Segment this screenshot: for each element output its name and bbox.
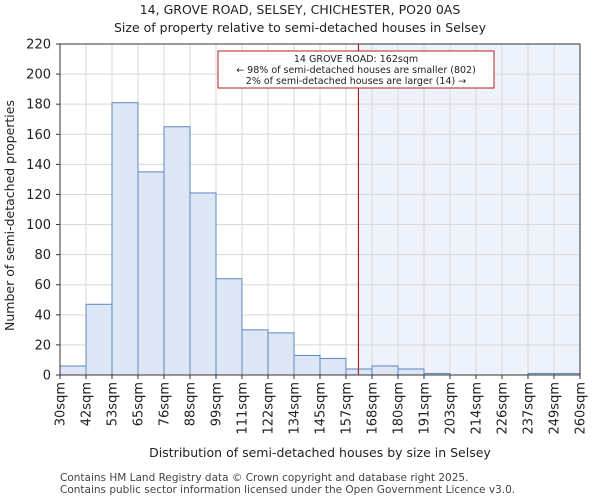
x-tick-label: 88sqm (184, 382, 199, 426)
x-tick-label: 134sqm (288, 382, 303, 435)
x-tick-label: 42sqm (80, 382, 95, 426)
y-tick-label: 120 (26, 188, 51, 203)
chart-title: 14, GROVE ROAD, SELSEY, CHICHESTER, PO20… (139, 2, 461, 17)
x-tick-label: 214sqm (470, 382, 485, 435)
histogram-bar (111, 102, 139, 376)
histogram-bar (267, 332, 295, 376)
histogram-bar (163, 126, 191, 376)
x-tick-label: 237sqm (522, 382, 537, 435)
x-tick-label: 260sqm (574, 382, 589, 435)
y-tick-label: 140 (26, 158, 51, 173)
histogram-bar (85, 303, 113, 376)
y-tick-label: 40 (34, 308, 51, 323)
histogram-bar (59, 365, 87, 376)
y-axis-label: Number of semi-detached properties (2, 100, 17, 331)
histogram-bar (319, 357, 347, 376)
y-tick-label: 60 (34, 278, 51, 293)
footer-line-1: Contains HM Land Registry data © Crown c… (60, 472, 469, 484)
x-tick-label: 168sqm (366, 382, 381, 435)
x-tick-label: 30sqm (54, 382, 69, 426)
y-tick-label: 220 (26, 38, 51, 53)
histogram-bar (137, 171, 165, 376)
x-tick-label: 65sqm (132, 382, 147, 426)
annotation-box (217, 50, 495, 89)
y-tick-label: 80 (34, 248, 51, 263)
x-tick-label: 145sqm (314, 382, 329, 435)
chart-subtitle: Size of property relative to semi-detach… (114, 20, 486, 35)
x-tick-label: 191sqm (418, 382, 433, 435)
y-tick-label: 200 (26, 68, 51, 83)
x-tick-label: 122sqm (262, 382, 277, 435)
annotation-line-1: 14 GROVE ROAD: 162sqm (294, 54, 418, 65)
x-tick-label: 111sqm (236, 382, 251, 435)
x-tick-label: 203sqm (444, 382, 459, 435)
histogram-bar (397, 368, 425, 376)
x-tick-label: 76sqm (158, 382, 173, 426)
y-tick-label: 20 (34, 338, 51, 353)
histogram-bar (215, 278, 243, 376)
annotation-line-2: ← 98% of semi-detached houses are smalle… (236, 65, 476, 76)
x-tick-label: 226sqm (496, 382, 511, 435)
x-tick-label: 99sqm (210, 382, 225, 426)
x-axis-label: Distribution of semi-detached houses by … (149, 445, 491, 460)
x-tick-label: 157sqm (340, 382, 355, 435)
histogram-bar (371, 365, 399, 376)
y-tick-label: 180 (26, 98, 51, 113)
y-tick-label: 100 (26, 218, 51, 233)
footer-line-2: Contains public sector information licen… (60, 484, 516, 496)
x-tick-label: 249sqm (548, 382, 563, 435)
y-tick-label: 0 (43, 369, 51, 384)
histogram-bar (293, 354, 321, 376)
larger-region-shade (358, 44, 580, 375)
histogram-bar (189, 192, 217, 376)
annotation-line-3: 2% of semi-detached houses are larger (1… (246, 76, 466, 87)
histogram-bar (241, 329, 269, 376)
x-tick-label: 53sqm (106, 382, 121, 426)
y-tick-label: 160 (26, 128, 51, 143)
x-tick-label: 180sqm (392, 382, 407, 435)
